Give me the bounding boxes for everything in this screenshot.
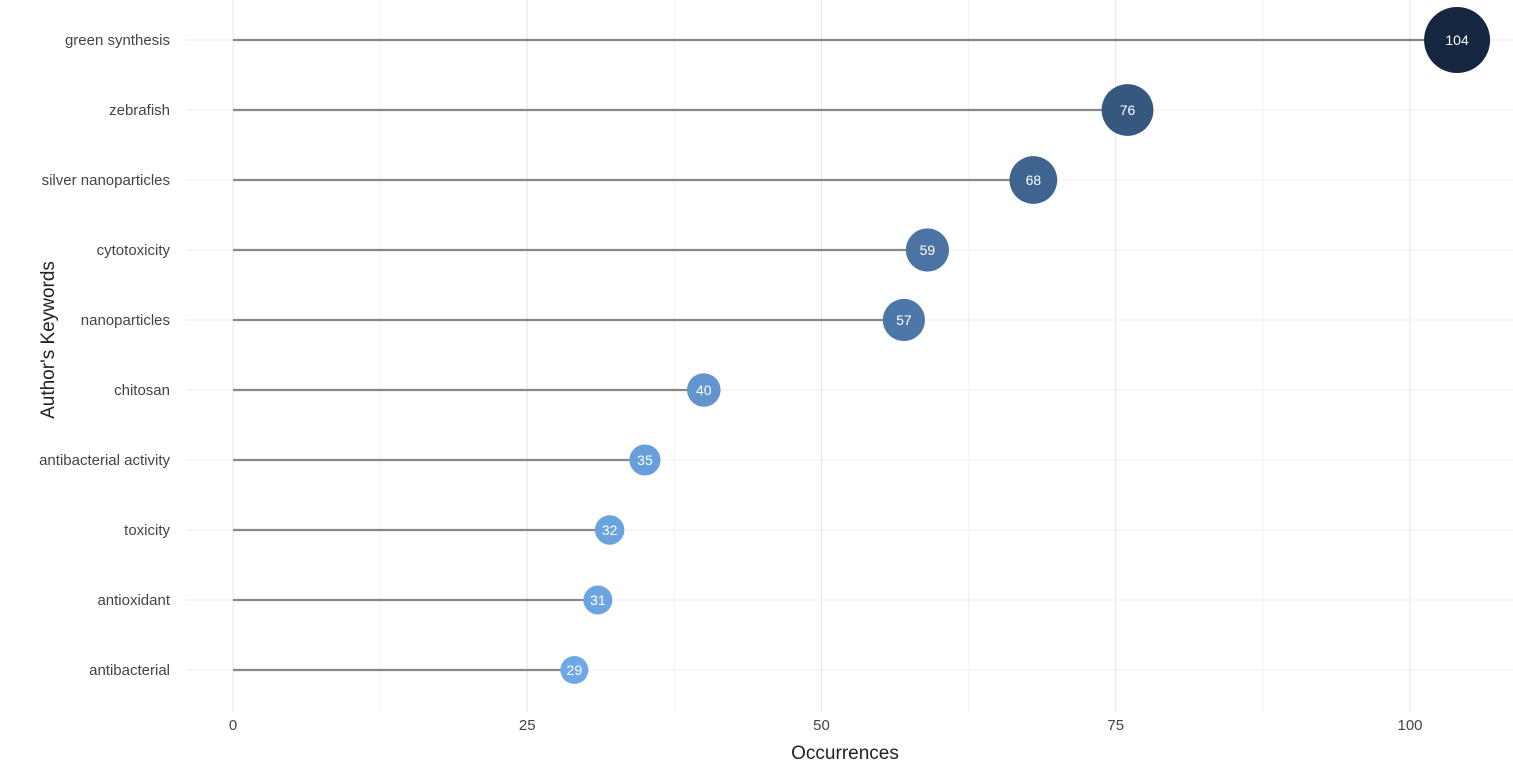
x-tick-label: 50 [813,717,830,734]
data-label: 32 [602,522,618,538]
y-tick-label: green synthesis [65,32,170,49]
y-axis-labels: green synthesis zebrafish silver nanoparti… [39,32,171,679]
lollipop-dot [687,373,721,407]
y-tick-label: cytotoxicity [97,242,171,259]
data-label: 29 [567,662,583,678]
y-tick-label: antioxidant [97,592,170,609]
grid-layer [186,0,1513,712]
lollipop-dot [629,444,661,476]
data-label: 76 [1120,102,1136,118]
lollipop-dot [1009,156,1058,204]
x-axis-ticks: 0 25 50 75 100 [229,717,1423,734]
x-tick-label: 100 [1397,717,1422,734]
data-label: 59 [920,242,936,258]
data-label: 68 [1026,172,1042,188]
lollipop-dot [583,585,613,615]
y-tick-label: silver nanoparticles [42,172,170,189]
data-label: 40 [696,382,712,398]
lollipop-dot [1424,7,1491,73]
x-tick-label: 0 [229,717,237,734]
data-label: 57 [896,312,912,328]
y-tick-label: zebrafish [109,102,170,119]
data-label: 104 [1445,32,1469,48]
stems [233,38,1458,672]
x-tick-label: 75 [1107,717,1124,734]
lollipop-dot [882,298,925,342]
y-axis-title: Author's Keywords [38,261,59,419]
lollipop-dot [594,515,625,545]
dots: 104 76 68 59 57 40 35 32 31 29 [560,7,1491,684]
x-axis-title: Occurrences [791,743,899,764]
y-tick-label: nanoparticles [81,312,170,329]
y-tick-label: antibacterial [89,662,170,679]
data-label: 31 [590,592,606,608]
lollipop-dot [905,228,950,272]
lollipop-dot [1101,84,1154,136]
x-tick-label: 25 [519,717,536,734]
y-tick-label: chitosan [114,382,170,399]
y-tick-label: antibacterial activity [39,452,170,469]
lollipop-dot [560,656,589,684]
data-label: 35 [637,452,653,468]
y-tick-label: toxicity [124,522,170,539]
